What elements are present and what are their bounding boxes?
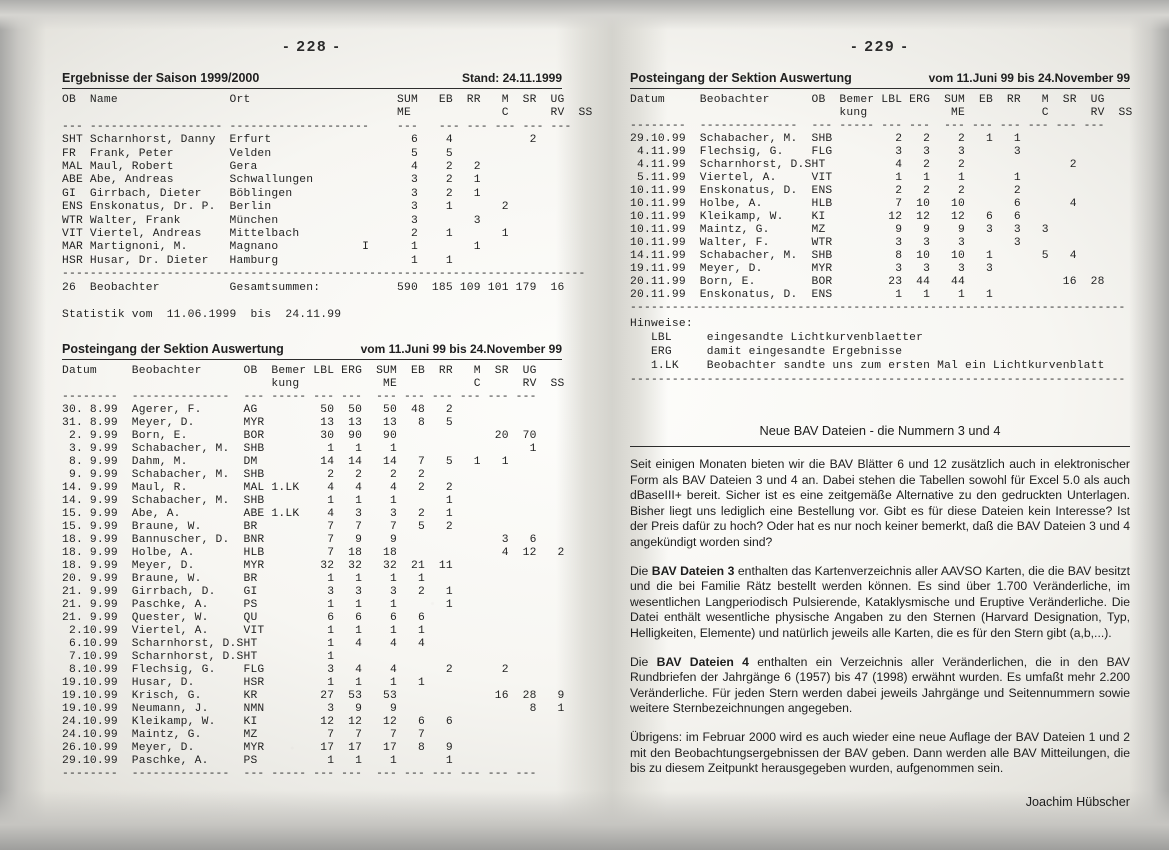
article-title-rule [630,446,1130,447]
ergebnisse-header-rule [62,88,562,89]
posteingang-right-table: Datum Beobachter OB Bemer LBL ERG SUM EB… [630,94,1133,314]
page-edge-bottom-shadow [0,790,1169,850]
posteingang-right-title: Posteingang der Sektion Auswertung [630,71,852,85]
right-page: - 229 - Posteingang der Sektion Auswertu… [630,0,1133,809]
article-paragraph-1: Seit einigen Monaten bieten wir die BAV … [630,457,1130,549]
left-page: - 228 - Ergebnisse der Saison 1999/2000 … [62,0,592,781]
page-number-left: - 228 - [283,38,341,55]
posteingang-left-table: Datum Beobachter OB Bemer LBL ERG SUM EB… [62,364,565,780]
article-paragraph-3: Die BAV Dateien 4 enthalten ein Verzeich… [630,655,1130,717]
article-signature: Joachim Hübscher [1025,794,1130,809]
p3-lead: Die [630,654,657,669]
page-edge-top-shadow [0,0,1169,30]
article-paragraph-4: Übrigens: im Februar 2000 wird es auch w… [630,729,1130,776]
posteingang-left-date-note: vom 11.Juni 99 bis 24.November 99 [360,341,562,356]
posteingang-right-section-header: Posteingang der Sektion Auswertung vom 1… [630,71,1130,85]
posteingang-left-header-rule [62,358,562,360]
article-paragraph-2: Die BAV Dateien 3 enthalten das Kartenve… [630,564,1130,642]
ergebnisse-section-header: Ergebnisse der Saison 1999/2000 Stand: 2… [62,71,562,85]
posteingang-left-title: Posteingang der Sektion Auswertung [62,341,284,356]
posteingang-right-date-note: vom 11.Juni 99 bis 24.November 99 [928,71,1130,85]
p3-bold-term: BAV Dateien 4 [656,654,749,669]
page-number-right: - 229 - [851,38,909,55]
posteingang-right-header-rule [630,88,1130,89]
p2-bold-term: BAV Dateien 3 [651,563,735,578]
p2-rest: enthalten das Kartenverzeichnis aller AA… [630,563,1130,640]
page-edge-right-shadow [1129,0,1169,850]
page-edge-left-shadow [0,0,46,850]
article-title: Neue BAV Dateien - die Nummern 3 und 4 [759,423,1001,438]
ergebnisse-date-note: Stand: 24.11.1999 [461,71,562,85]
ergebnisse-title: Ergebnisse der Saison 1999/2000 [62,71,260,85]
hinweise-legend: Hinweise: LBL eingesandte Lichtkurvenbla… [630,318,1126,386]
ergebnisse-table: OB Name Ort SUM EB RR M SR UG ME C RV SS… [62,94,592,321]
p2-lead: Die [630,563,652,578]
posteingang-left-section-header: Posteingang der Sektion Auswertung vom 1… [62,342,562,356]
p3-rest: enthalten ein Verzeichnis aller Veränder… [630,654,1130,716]
book-gutter-shadow [556,6,668,844]
